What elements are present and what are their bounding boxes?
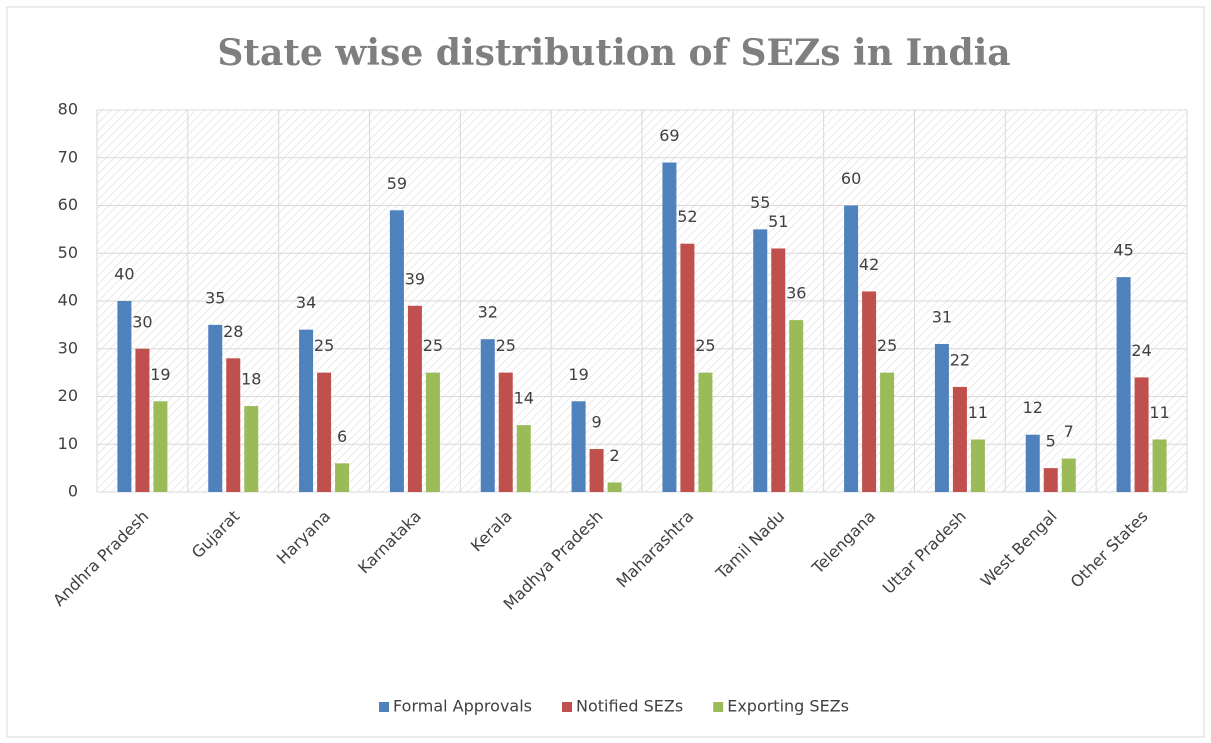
data-label: 14	[514, 389, 534, 408]
y-tick-label: 40	[58, 291, 78, 310]
y-tick-label: 10	[58, 434, 78, 453]
data-label: 45	[1113, 241, 1133, 260]
data-label: 24	[1131, 341, 1151, 360]
bar	[771, 248, 786, 492]
bar	[1043, 468, 1058, 492]
bar	[1025, 434, 1040, 492]
data-label: 19	[568, 365, 588, 384]
legend-label: Exporting SEZs	[727, 697, 849, 716]
bar	[135, 348, 150, 492]
data-label: 2	[609, 446, 619, 465]
bar	[498, 372, 513, 492]
bar	[516, 425, 531, 492]
bar	[317, 372, 332, 492]
data-label: 52	[677, 207, 697, 226]
bar	[244, 406, 259, 492]
bar	[789, 320, 804, 492]
bar	[425, 372, 440, 492]
bar	[662, 162, 677, 492]
bar	[153, 401, 168, 492]
bar	[117, 301, 132, 492]
bar	[970, 439, 985, 492]
bar	[1152, 439, 1167, 492]
data-label: 59	[387, 174, 407, 193]
data-label: 11	[1149, 403, 1169, 422]
legend-label: Formal Approvals	[393, 697, 532, 716]
y-tick-label: 20	[58, 386, 78, 405]
data-label: 11	[968, 403, 988, 422]
y-tick-label: 30	[58, 338, 78, 357]
bar	[299, 329, 314, 492]
legend-marker	[562, 702, 572, 712]
y-tick-label: 70	[58, 147, 78, 166]
data-label: 31	[932, 307, 952, 326]
data-label: 25	[423, 336, 443, 355]
data-label: 30	[132, 312, 152, 331]
data-label: 39	[405, 269, 425, 288]
bar	[208, 324, 223, 492]
bar	[480, 339, 495, 492]
data-label: 40	[114, 265, 134, 284]
data-label: 51	[768, 212, 788, 231]
bar	[880, 372, 895, 492]
bar	[589, 449, 604, 492]
bar	[607, 482, 622, 492]
data-label: 6	[337, 427, 347, 446]
y-tick-label: 50	[58, 243, 78, 262]
bar	[335, 463, 350, 492]
bar	[753, 229, 768, 492]
bar	[1061, 458, 1076, 492]
bar	[844, 205, 859, 492]
data-label: 60	[841, 169, 861, 188]
data-label: 32	[478, 303, 498, 322]
data-label: 36	[786, 284, 806, 303]
data-label: 12	[1023, 398, 1043, 417]
bar	[571, 401, 586, 492]
data-label: 5	[1046, 432, 1056, 451]
legend-marker	[379, 702, 390, 712]
bar	[389, 210, 404, 492]
data-label: 25	[496, 336, 516, 355]
data-label: 22	[950, 350, 970, 369]
y-tick-label: 0	[68, 482, 78, 501]
data-label: 55	[750, 193, 770, 212]
data-label: 69	[659, 126, 679, 145]
y-tick-label: 80	[58, 100, 78, 119]
bar	[226, 358, 241, 492]
data-label: 9	[591, 413, 601, 432]
y-tick-label: 60	[58, 195, 78, 214]
chart-title: State wise distribution of SEZs in India	[217, 32, 1010, 74]
bar	[1116, 277, 1131, 492]
data-label: 19	[150, 365, 170, 384]
bar	[1134, 377, 1149, 492]
data-label: 25	[314, 336, 334, 355]
data-label: 25	[877, 336, 897, 355]
legend-label: Notified SEZs	[576, 697, 683, 716]
data-label: 34	[296, 293, 316, 312]
data-label: 28	[223, 322, 243, 341]
bar	[934, 343, 949, 492]
bar	[680, 243, 695, 492]
bar	[952, 386, 967, 492]
data-label: 18	[241, 370, 261, 389]
data-label: 7	[1064, 422, 1074, 441]
bar	[862, 291, 877, 492]
data-label: 35	[205, 288, 225, 307]
data-label: 42	[859, 255, 879, 274]
legend-marker	[713, 702, 724, 712]
data-label: 25	[695, 336, 715, 355]
bar	[407, 305, 422, 492]
bar	[698, 372, 713, 492]
